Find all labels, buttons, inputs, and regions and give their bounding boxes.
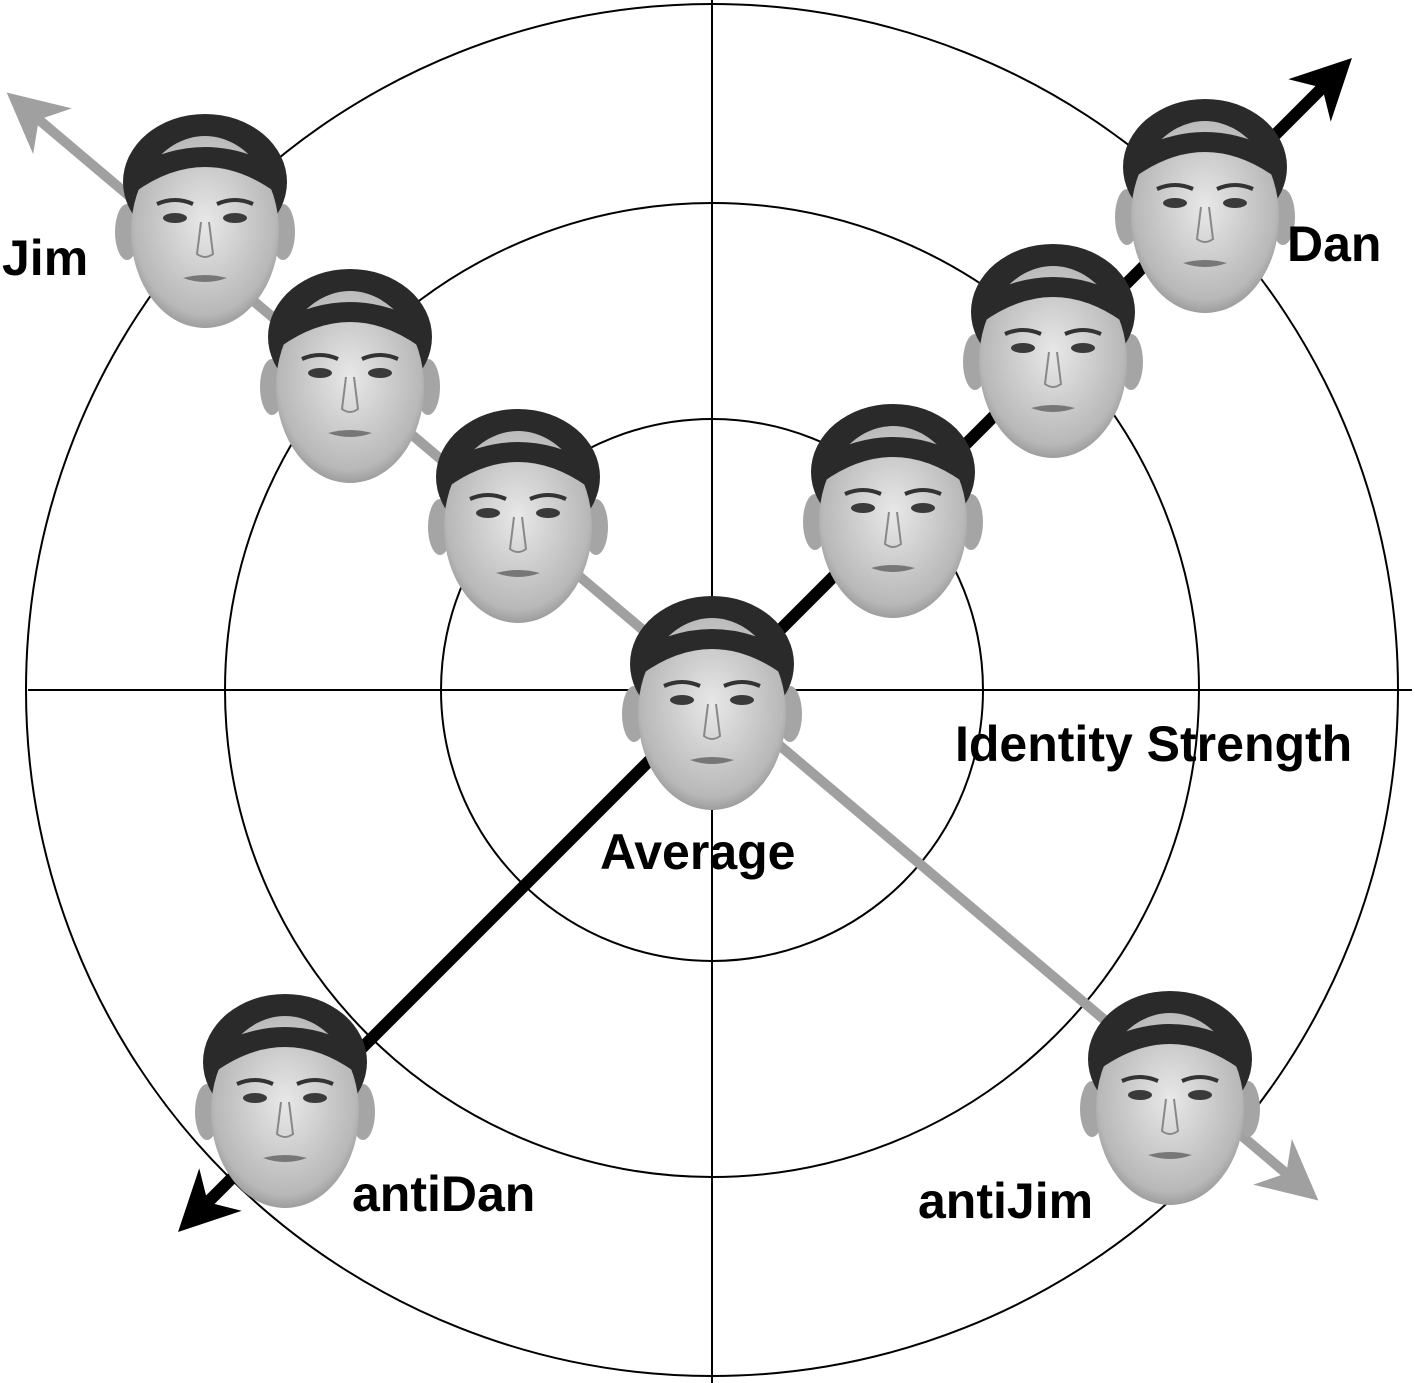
label-dan: Dan bbox=[1287, 216, 1381, 272]
faces bbox=[113, 97, 1297, 1210]
label-jim: Jim bbox=[2, 230, 88, 286]
label-anti-dan: antiDan bbox=[352, 1166, 535, 1222]
label-anti-jim: antiJim bbox=[918, 1173, 1093, 1229]
label-average: Average bbox=[600, 824, 795, 880]
label-axis: Identity Strength bbox=[955, 716, 1352, 772]
